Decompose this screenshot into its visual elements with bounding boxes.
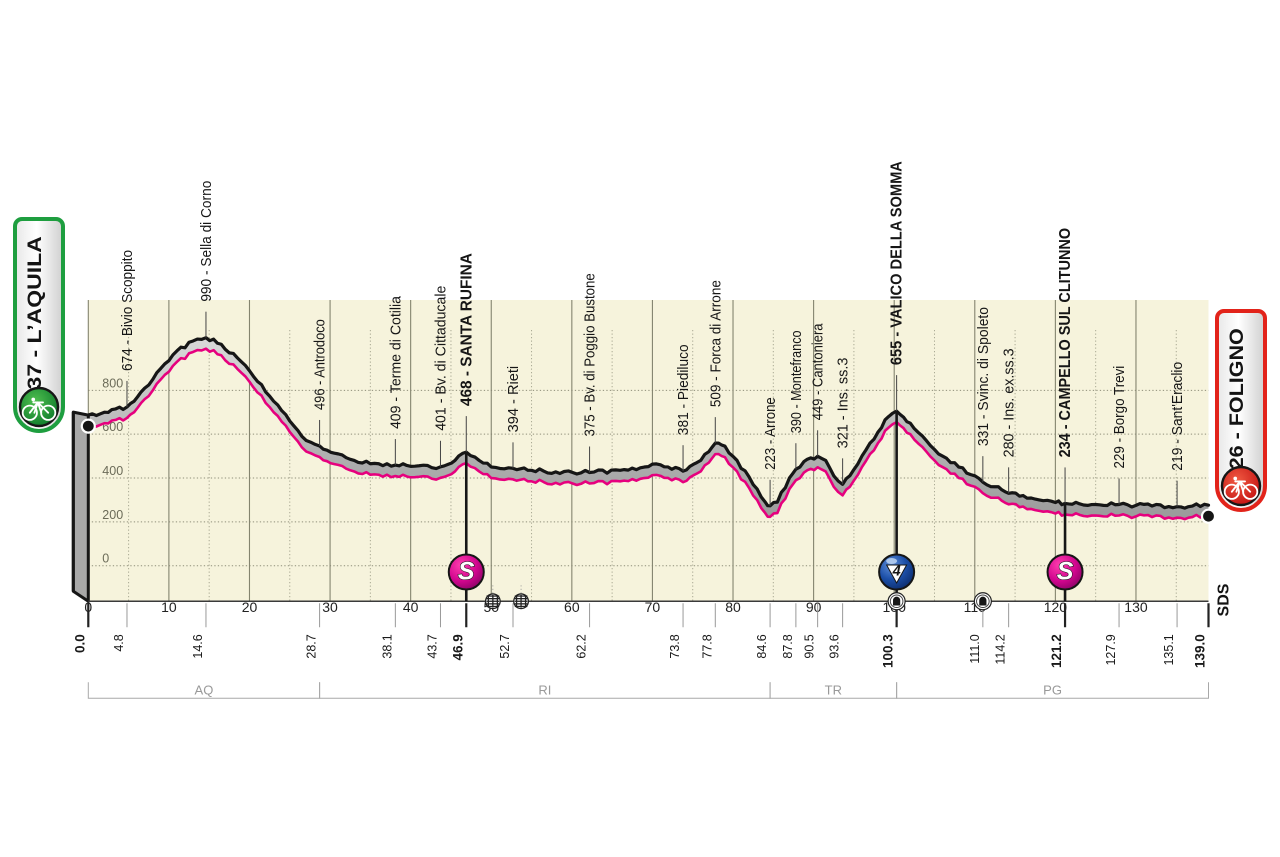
svg-text:375 - Bv. di Poggio Bustone: 375 - Bv. di Poggio Bustone [583,273,599,436]
svg-text:80: 80 [725,599,741,615]
svg-text:800: 800 [102,376,123,390]
svg-text:200: 200 [102,508,123,522]
svg-text:100.3: 100.3 [881,634,896,668]
svg-text:219 - Sant'Eraclio: 219 - Sant'Eraclio [1170,362,1186,471]
svg-text:0: 0 [102,552,109,566]
svg-text:4: 4 [892,564,901,580]
svg-text:127.9: 127.9 [1104,634,1118,665]
svg-text:400: 400 [102,464,123,478]
svg-text:637 - L’AQUILA: 637 - L’AQUILA [25,236,46,402]
svg-text:409 - Terme di Cotilia: 409 - Terme di Cotilia [388,295,404,429]
svg-text:73.8: 73.8 [668,634,682,658]
svg-text:46.9: 46.9 [450,634,465,660]
svg-text:390 - Montefranco: 390 - Montefranco [789,330,805,433]
svg-text:90.5: 90.5 [803,634,817,658]
svg-text:401 - Bv. di Cittaducale: 401 - Bv. di Cittaducale [433,286,449,431]
svg-text:234 - CAMPELLO SUL CLITUNNO: 234 - CAMPELLO SUL CLITUNNO [1057,228,1074,458]
svg-text:40: 40 [403,599,419,615]
svg-text:229 - Borgo Trevi: 229 - Borgo Trevi [1112,366,1128,469]
svg-text:77.8: 77.8 [700,634,714,658]
svg-text:121.2: 121.2 [1049,634,1064,668]
svg-text:28.7: 28.7 [305,634,319,658]
svg-text:674 - Bivio Scoppito: 674 - Bivio Scoppito [120,250,136,371]
svg-text:PG: PG [1043,683,1062,698]
svg-text:70: 70 [645,599,661,615]
svg-text:30: 30 [322,599,338,615]
svg-text:AQ: AQ [195,683,214,698]
svg-text:449 - Cantoniera: 449 - Cantoniera [811,323,827,420]
svg-text:130: 130 [1124,599,1148,615]
svg-text:331 - Svinc. di Spoleto: 331 - Svinc. di Spoleto [976,307,992,446]
svg-text:509 - Forca di Arrone: 509 - Forca di Arrone [708,280,724,407]
svg-text:43.7: 43.7 [425,634,439,658]
svg-text:468 - SANTA RUFINA: 468 - SANTA RUFINA [458,253,475,406]
svg-text:93.6: 93.6 [828,634,842,658]
svg-text:90: 90 [806,599,822,615]
svg-text:S: S [458,558,475,586]
svg-text:87.8: 87.8 [781,634,795,658]
svg-text:10: 10 [161,599,177,615]
svg-text:RI: RI [538,683,551,698]
svg-text:38.1: 38.1 [380,634,394,658]
svg-text:655 - VALICO DELLA SOMMA: 655 - VALICO DELLA SOMMA [889,161,906,365]
svg-text:321 - Ins. ss.3: 321 - Ins. ss.3 [836,358,852,449]
svg-text:62.2: 62.2 [575,634,589,658]
svg-text:60: 60 [564,599,580,615]
svg-text:139.0: 139.0 [1193,634,1208,668]
svg-text:120: 120 [1044,599,1068,615]
svg-text:SDS: SDS [1216,583,1233,616]
svg-text:394 - Rieti: 394 - Rieti [506,366,522,433]
svg-text:226 - FOLIGNO: 226 - FOLIGNO [1227,328,1248,481]
svg-text:0.0: 0.0 [72,634,87,653]
svg-text:114.2: 114.2 [994,634,1008,664]
svg-text:135.1: 135.1 [1162,634,1176,665]
svg-text:496 - Antrodoco: 496 - Antrodoco [313,319,329,410]
svg-text:84.6: 84.6 [755,634,769,658]
svg-text:52.7: 52.7 [498,634,512,658]
svg-text:223 - Arrone: 223 - Arrone [763,397,779,470]
svg-text:111.0: 111.0 [968,634,982,663]
svg-text:280 - Ins. ex.ss.3: 280 - Ins. ex.ss.3 [1002,348,1018,457]
svg-text:20: 20 [242,599,258,615]
svg-text:S: S [1057,558,1074,586]
svg-text:4.8: 4.8 [112,634,126,651]
svg-text:990 - Sella di Corno: 990 - Sella di Corno [199,181,215,302]
svg-text:14.6: 14.6 [191,634,205,658]
svg-text:TR: TR [825,683,842,698]
svg-text:381 - Piediluco: 381 - Piediluco [676,344,692,435]
